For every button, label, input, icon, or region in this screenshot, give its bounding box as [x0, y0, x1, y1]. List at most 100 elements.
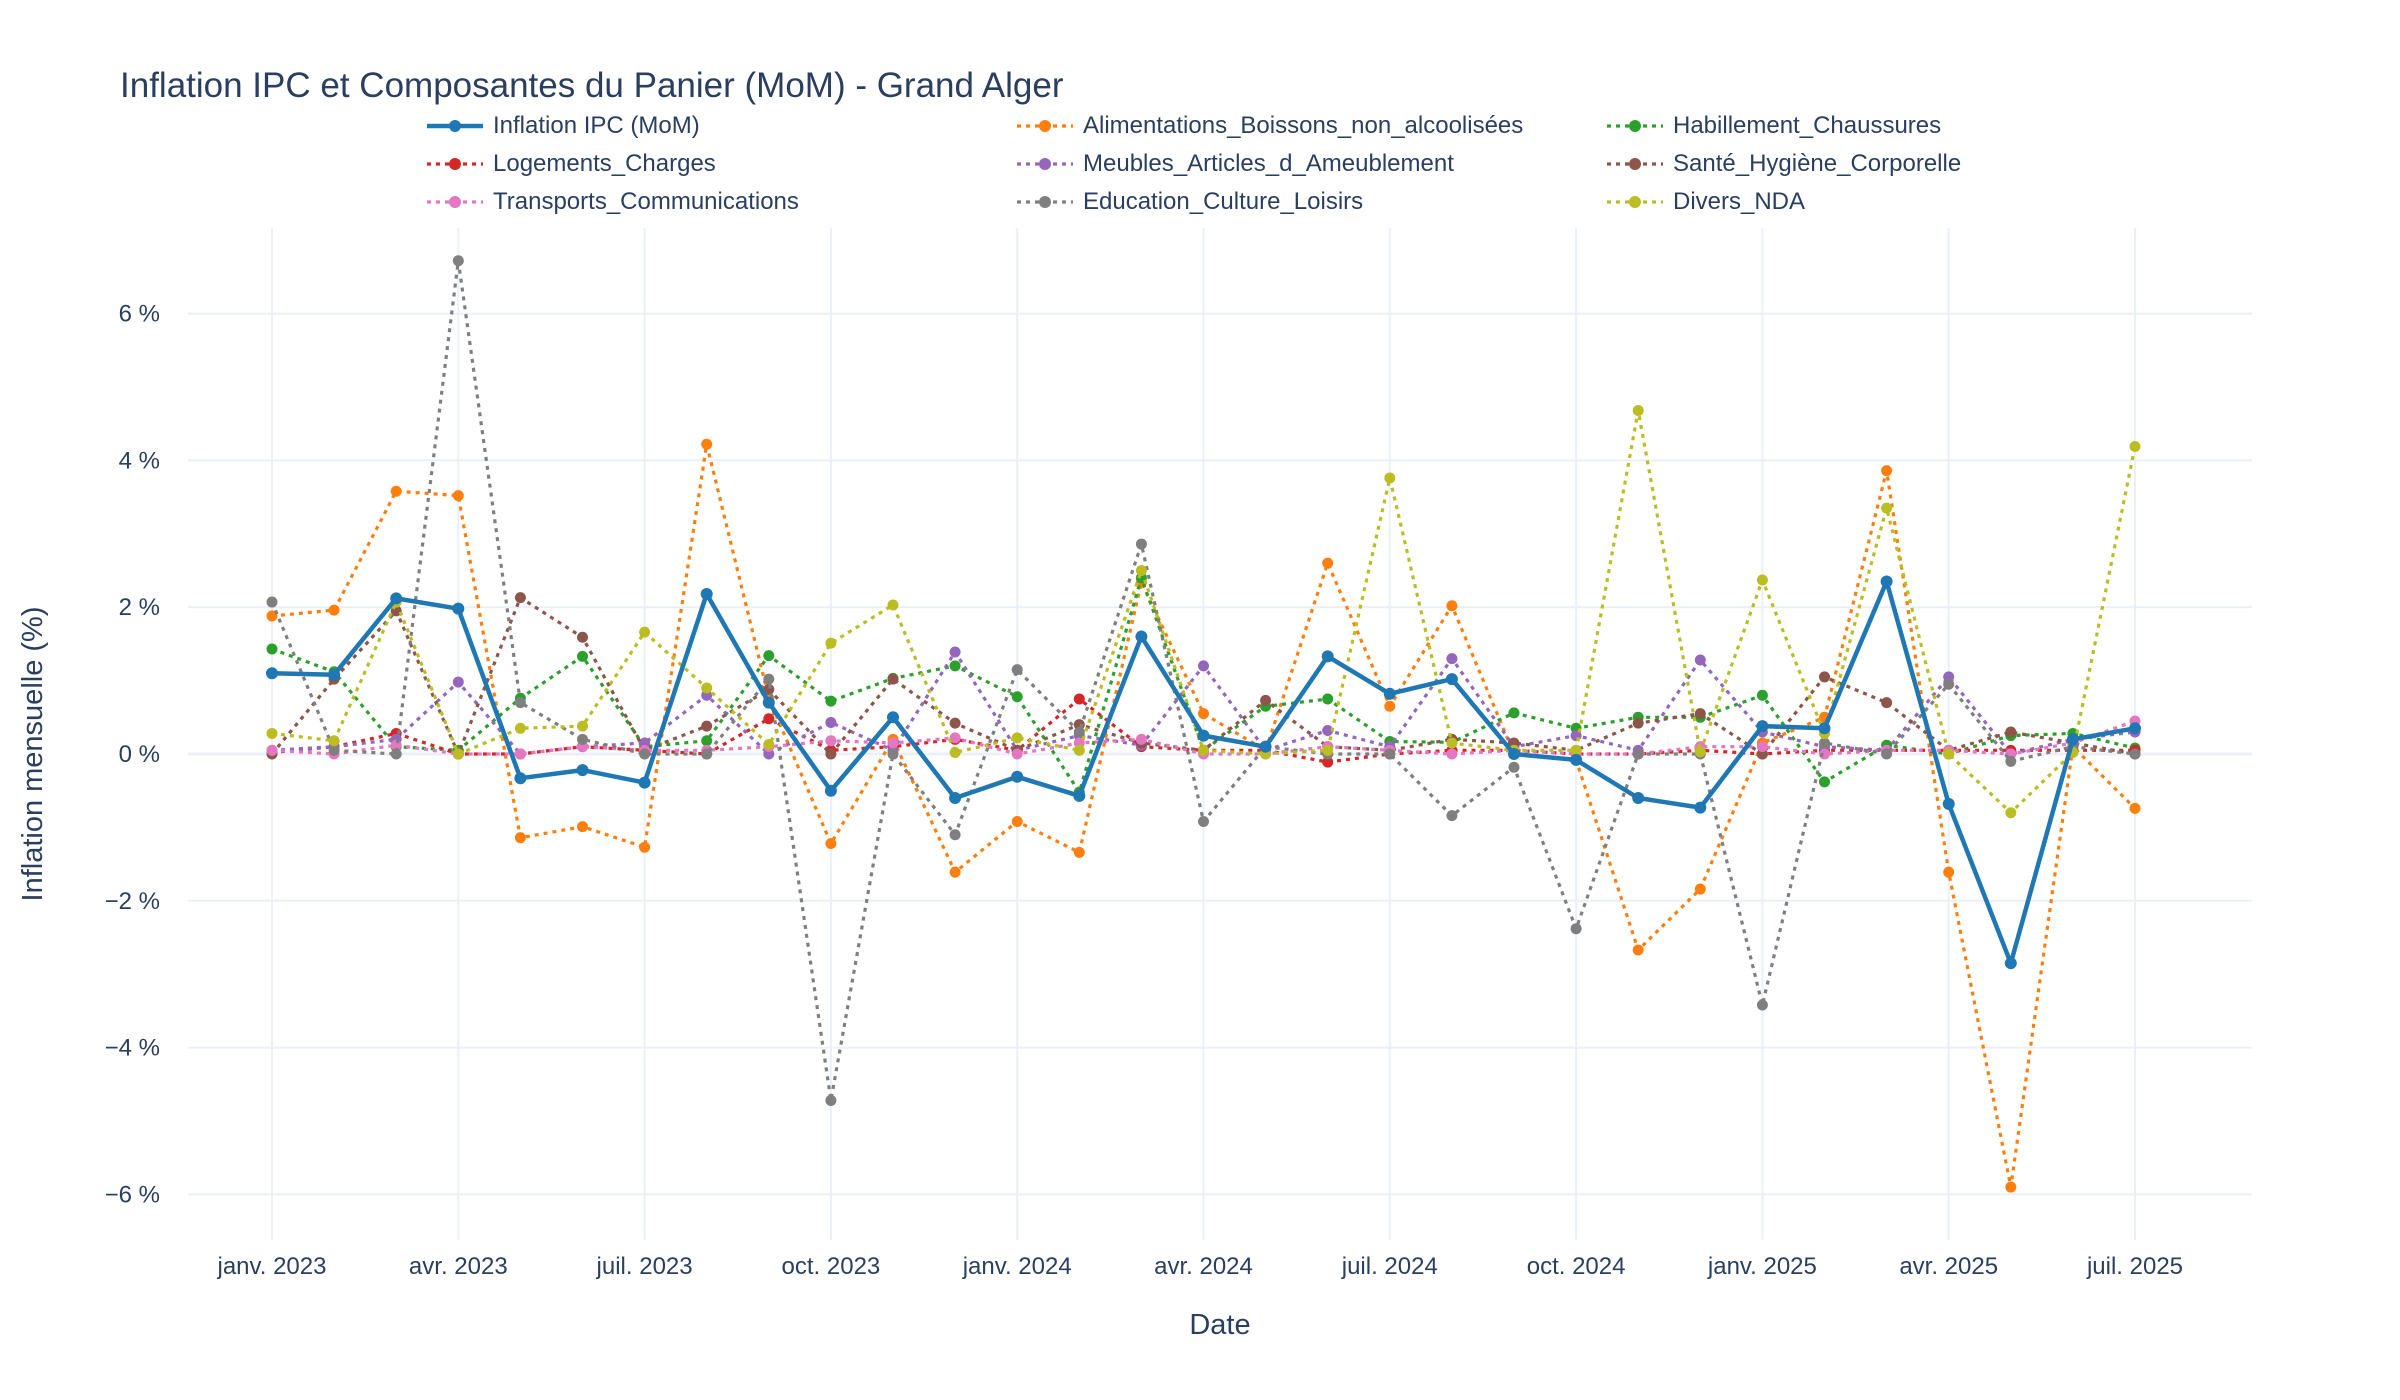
data-point[interactable] — [1508, 748, 1520, 760]
data-point[interactable] — [452, 255, 464, 267]
data-point[interactable] — [1073, 789, 1086, 802]
data-point[interactable] — [1943, 748, 1955, 760]
data-point[interactable] — [577, 650, 588, 662]
data-point[interactable] — [1383, 687, 1396, 700]
data-point[interactable] — [390, 592, 403, 605]
data-point[interactable] — [1632, 792, 1645, 805]
data-point[interactable] — [514, 772, 527, 785]
data-point[interactable] — [577, 631, 588, 643]
data-point[interactable] — [701, 720, 713, 732]
data-point[interactable] — [1818, 722, 1831, 735]
data-point[interactable] — [2005, 807, 2017, 819]
data-point[interactable] — [1011, 691, 1023, 703]
data-point[interactable] — [1508, 761, 1520, 773]
data-point[interactable] — [2005, 755, 2017, 767]
data-point[interactable] — [1073, 726, 1085, 738]
data-point[interactable] — [1322, 557, 1334, 569]
data-point[interactable] — [1881, 748, 1893, 760]
data-point[interactable] — [887, 711, 899, 724]
data-point[interactable] — [949, 747, 961, 759]
data-point[interactable] — [1881, 465, 1893, 477]
data-point[interactable] — [825, 838, 837, 850]
data-point[interactable] — [763, 683, 775, 695]
data-point[interactable] — [1073, 744, 1085, 756]
data-point[interactable] — [266, 744, 278, 756]
data-point[interactable] — [701, 682, 713, 694]
data-point[interactable] — [1198, 816, 1209, 828]
data-point[interactable] — [1756, 720, 1769, 733]
data-point[interactable] — [1446, 600, 1458, 612]
data-point[interactable] — [2129, 748, 2141, 760]
data-point[interactable] — [2005, 1181, 2017, 1193]
data-point[interactable] — [825, 695, 837, 707]
data-point[interactable] — [639, 626, 651, 638]
data-point[interactable] — [1756, 741, 1768, 753]
data-point[interactable] — [1197, 729, 1210, 742]
data-point[interactable] — [577, 821, 588, 833]
data-point[interactable] — [1881, 502, 1893, 514]
data-point[interactable] — [762, 696, 775, 709]
data-point[interactable] — [701, 735, 713, 747]
legend-item[interactable]: Santé_Hygiène_Corporelle — [1605, 146, 1961, 182]
data-point[interactable] — [1322, 693, 1334, 705]
data-point[interactable] — [2005, 726, 2017, 738]
data-point[interactable] — [328, 735, 340, 747]
data-point[interactable] — [824, 784, 837, 797]
data-point[interactable] — [1632, 944, 1644, 956]
data-point[interactable] — [2129, 802, 2141, 814]
data-point[interactable] — [1321, 650, 1334, 663]
data-point[interactable] — [2129, 440, 2141, 452]
data-point[interactable] — [887, 673, 899, 685]
data-point[interactable] — [1384, 748, 1396, 760]
data-point[interactable] — [2129, 722, 2141, 735]
data-point[interactable] — [1198, 660, 1209, 672]
data-point[interactable] — [1322, 725, 1334, 737]
data-point[interactable] — [1943, 678, 1955, 690]
data-point[interactable] — [514, 592, 526, 604]
data-point[interactable] — [700, 587, 713, 600]
data-point[interactable] — [1445, 673, 1458, 686]
data-point[interactable] — [1756, 999, 1768, 1011]
data-point[interactable] — [1694, 801, 1707, 814]
data-point[interactable] — [887, 737, 899, 749]
data-point[interactable] — [577, 720, 588, 732]
data-point[interactable] — [1942, 797, 1955, 810]
legend-item[interactable]: Alimentations_Boissons_non_alcoolisées — [1015, 108, 1523, 144]
data-point[interactable] — [1446, 737, 1458, 749]
data-point[interactable] — [1880, 575, 1893, 588]
legend-item[interactable]: Divers_NDA — [1605, 184, 1805, 220]
data-point[interactable] — [1694, 654, 1706, 666]
data-point[interactable] — [514, 697, 526, 709]
data-point[interactable] — [1322, 756, 1334, 768]
data-point[interactable] — [328, 668, 341, 681]
data-point[interactable] — [1011, 732, 1023, 744]
data-point[interactable] — [1260, 694, 1272, 706]
data-point[interactable] — [1011, 770, 1024, 783]
data-point[interactable] — [825, 637, 837, 649]
data-point[interactable] — [638, 776, 651, 789]
data-point[interactable] — [452, 490, 464, 502]
data-point[interactable] — [328, 744, 340, 756]
data-point[interactable] — [1446, 653, 1458, 665]
data-point[interactable] — [266, 643, 278, 655]
data-point[interactable] — [1632, 404, 1644, 416]
data-point[interactable] — [763, 673, 775, 685]
data-point[interactable] — [1384, 700, 1396, 712]
data-point[interactable] — [949, 829, 961, 841]
data-point[interactable] — [1570, 744, 1582, 756]
data-point[interactable] — [639, 841, 651, 853]
data-point[interactable] — [1011, 664, 1023, 676]
data-point[interactable] — [1881, 697, 1893, 709]
data-point[interactable] — [2004, 957, 2017, 970]
data-point[interactable] — [1011, 816, 1023, 828]
data-point[interactable] — [1198, 744, 1209, 756]
legend-item[interactable]: Meubles_Articles_d_Ameublement — [1015, 146, 1454, 182]
data-point[interactable] — [949, 866, 961, 878]
data-point[interactable] — [825, 716, 837, 728]
data-point[interactable] — [266, 610, 278, 622]
legend-item[interactable]: Education_Culture_Loisirs — [1015, 184, 1363, 220]
data-point[interactable] — [1632, 717, 1644, 729]
data-point[interactable] — [1135, 565, 1147, 576]
data-point[interactable] — [1508, 707, 1520, 719]
data-point[interactable] — [949, 660, 961, 672]
